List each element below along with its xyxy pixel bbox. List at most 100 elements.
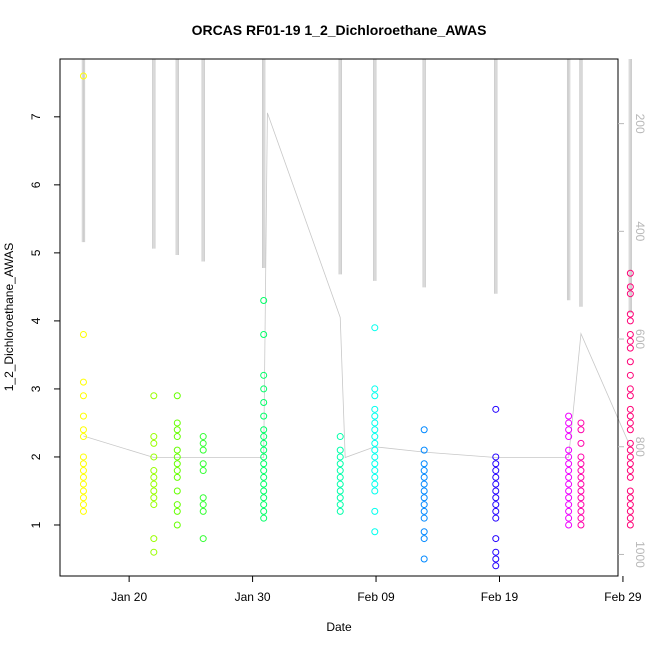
data-point (626, 331, 634, 339)
data-point (371, 392, 379, 400)
data-point (492, 460, 500, 468)
data-point (492, 473, 500, 481)
data-point (260, 446, 268, 454)
data-point (79, 480, 87, 488)
data-point (336, 467, 344, 475)
data-point (626, 467, 634, 475)
x-axis-label: Date (326, 620, 352, 634)
data-point (565, 494, 573, 502)
data-point (371, 412, 379, 420)
data-point (260, 460, 268, 468)
data-point (577, 494, 585, 502)
data-point (420, 467, 428, 475)
data-point (173, 426, 181, 434)
data-point (371, 460, 379, 468)
data-point (492, 555, 500, 563)
data-point (173, 501, 181, 509)
data-point (565, 507, 573, 515)
data-point (336, 473, 344, 481)
data-point (420, 535, 428, 543)
y-axis-label: 1_2_Dichloroethane_AWAS (2, 243, 16, 392)
data-point (371, 507, 379, 515)
data-point (336, 460, 344, 468)
data-point (260, 501, 268, 509)
data-point (371, 433, 379, 441)
data-point (173, 446, 181, 454)
data-point (565, 501, 573, 509)
data-point (79, 501, 87, 509)
data-point (336, 433, 344, 441)
y-tick-label: 3 (29, 385, 43, 392)
data-point (492, 480, 500, 488)
data-point (626, 521, 634, 529)
data-point (260, 399, 268, 407)
data-point (173, 467, 181, 475)
data-point (492, 548, 500, 556)
data-point (565, 419, 573, 427)
data-point (150, 535, 158, 543)
data-point (150, 392, 158, 400)
data-point (626, 405, 634, 413)
data-point (420, 460, 428, 468)
data-point (492, 453, 500, 461)
data-point (260, 426, 268, 434)
plot-frame (59, 58, 619, 577)
data-point (626, 337, 634, 345)
data-point (577, 453, 585, 461)
data-point (371, 446, 379, 454)
data-point (79, 453, 87, 461)
data-point (150, 453, 158, 461)
data-point (260, 371, 268, 379)
y-axis-right: 200 400 600 800 1000 (618, 114, 647, 568)
data-point (260, 514, 268, 522)
y-right-tick-label: 200 (633, 114, 647, 134)
data-point (565, 480, 573, 488)
data-point (626, 439, 634, 447)
data-point (199, 494, 207, 502)
data-point (626, 317, 634, 325)
data-point (565, 487, 573, 495)
x-tick-label: Feb 09 (357, 590, 395, 604)
x-tick-label: Feb 29 (604, 590, 642, 604)
data-point (626, 392, 634, 400)
data-point (260, 487, 268, 495)
data-point (79, 487, 87, 495)
data-point (577, 460, 585, 468)
data-point (626, 426, 634, 434)
data-point (371, 487, 379, 495)
data-point (79, 473, 87, 481)
data-point (260, 385, 268, 393)
y-right-tick-label: 400 (633, 221, 647, 241)
data-point (626, 501, 634, 509)
data-point (565, 467, 573, 475)
y-tick-label: 1 (29, 521, 43, 528)
y-tick-label: 2 (29, 453, 43, 460)
data-point (492, 467, 500, 475)
data-point (336, 501, 344, 509)
data-point (492, 562, 500, 570)
data-point (626, 290, 634, 298)
data-point (79, 412, 87, 420)
y-right-tick-label: 800 (633, 437, 647, 457)
data-point (79, 378, 87, 386)
data-point (420, 501, 428, 509)
data-point (577, 473, 585, 481)
data-point (626, 310, 634, 318)
y-right-tick-label: 1000 (633, 541, 647, 568)
data-point (79, 460, 87, 468)
data-point (371, 405, 379, 413)
data-point (565, 521, 573, 529)
data-point (371, 324, 379, 332)
data-point (626, 269, 634, 277)
data-point (79, 72, 87, 80)
data-point (371, 528, 379, 536)
data-point (260, 494, 268, 502)
data-point (336, 446, 344, 454)
data-point (336, 453, 344, 461)
x-tick-label: Jan 30 (235, 590, 271, 604)
data-point (565, 514, 573, 522)
data-point (79, 392, 87, 400)
data-point (565, 453, 573, 461)
data-point (150, 473, 158, 481)
